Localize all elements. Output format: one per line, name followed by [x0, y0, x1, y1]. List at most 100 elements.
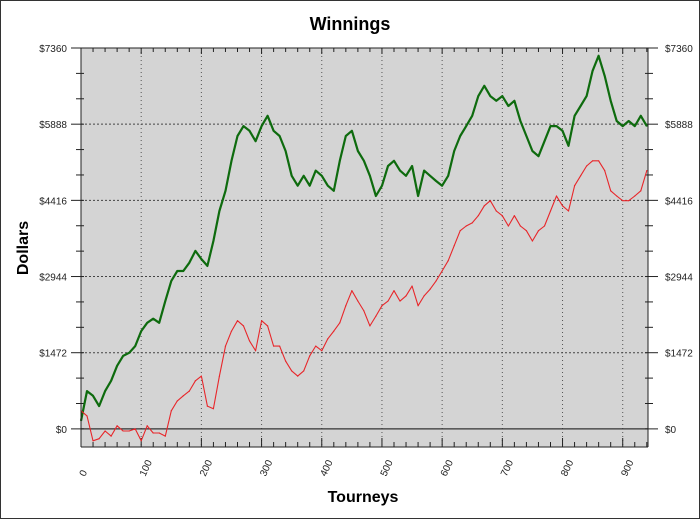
y-tick-label-right: $0: [665, 425, 677, 436]
x-tick-label: 300: [258, 458, 275, 478]
chart-title: Winnings: [310, 14, 391, 34]
data-point: [441, 185, 443, 187]
data-point: [333, 190, 335, 192]
data-point: [170, 410, 172, 412]
data-point: [182, 270, 184, 272]
data-point: [465, 125, 467, 127]
data-point: [224, 345, 227, 347]
data-point: [471, 222, 473, 224]
y-tick-label-right: $4416: [665, 196, 693, 207]
data-point: [164, 300, 166, 302]
data-point: [339, 160, 341, 162]
data-point: [477, 95, 479, 97]
data-point: [315, 345, 317, 347]
data-point: [285, 360, 287, 362]
data-point: [339, 322, 341, 324]
data-point: [86, 415, 88, 417]
data-point: [375, 315, 377, 317]
data-point: [345, 135, 347, 137]
data-point: [399, 170, 401, 172]
y-tick-label-left: $4416: [39, 196, 67, 207]
tick-labels: 0 100 200 300 400 500 600 700 800 900 $0 $0 $1472 $14…: [39, 44, 693, 478]
y-tick-label-left: $2944: [39, 273, 67, 284]
data-point: [411, 165, 413, 167]
data-point: [628, 200, 630, 202]
data-point: [194, 250, 196, 252]
data-point: [351, 290, 353, 292]
data-point: [489, 200, 491, 202]
data-point: [381, 305, 383, 307]
data-point: [459, 230, 461, 232]
data-point: [303, 175, 305, 177]
data-point: [616, 120, 618, 122]
data-point: [459, 135, 461, 137]
data-point: [116, 425, 118, 427]
data-point: [254, 350, 257, 352]
data-point: [399, 300, 401, 302]
data-point: [387, 165, 389, 167]
data-point: [405, 295, 407, 297]
data-point: [92, 440, 94, 442]
data-point: [98, 405, 100, 407]
data-point: [260, 125, 263, 127]
data-point: [567, 210, 570, 212]
y-tick-label-left: $0: [56, 425, 68, 436]
data-point: [465, 225, 467, 227]
data-point: [417, 195, 419, 197]
data-point: [586, 95, 588, 97]
data-point: [321, 175, 323, 177]
data-point: [309, 355, 311, 357]
data-point: [369, 325, 371, 327]
data-point: [357, 150, 359, 152]
data-point: [616, 195, 618, 197]
data-point: [513, 100, 515, 102]
data-point: [206, 405, 209, 407]
data-point: [285, 150, 287, 152]
data-point: [188, 262, 190, 264]
data-point: [483, 85, 485, 87]
data-point: [640, 190, 642, 192]
data-point: [128, 352, 130, 354]
y-tick-label-right: $5888: [665, 120, 693, 131]
data-point: [279, 135, 281, 137]
data-point: [104, 430, 106, 432]
data-point: [549, 210, 552, 212]
data-point: [555, 125, 558, 127]
data-point: [634, 125, 636, 127]
data-point: [483, 205, 485, 207]
data-point: [164, 435, 166, 437]
data-point: [393, 160, 395, 162]
data-point: [537, 155, 540, 157]
data-point: [561, 130, 564, 132]
data-point: [242, 325, 245, 327]
data-point: [363, 160, 365, 162]
data-point: [543, 225, 546, 227]
data-point: [266, 115, 269, 117]
data-point: [236, 135, 239, 137]
data-point: [375, 195, 377, 197]
data-point: [345, 305, 347, 307]
data-point: [134, 428, 136, 430]
data-point: [525, 135, 528, 137]
data-point: [369, 175, 371, 177]
data-point: [297, 185, 299, 187]
data-point: [447, 175, 449, 177]
data-point: [489, 95, 491, 97]
data-point: [152, 432, 154, 434]
data-point: [393, 290, 395, 292]
data-point: [116, 365, 118, 367]
data-point: [98, 438, 100, 440]
data-point: [579, 175, 582, 177]
data-point: [200, 375, 202, 377]
data-point: [447, 260, 449, 262]
data-point: [646, 170, 648, 172]
data-point: [417, 305, 419, 307]
y-tick-label-left: $7360: [39, 44, 67, 55]
x-tick-label: 0: [78, 468, 91, 478]
data-point: [423, 170, 425, 172]
x-tick-label: 600: [439, 458, 456, 478]
data-point: [260, 320, 263, 322]
data-point: [110, 380, 112, 382]
data-point: [405, 175, 407, 177]
data-point: [610, 100, 612, 102]
